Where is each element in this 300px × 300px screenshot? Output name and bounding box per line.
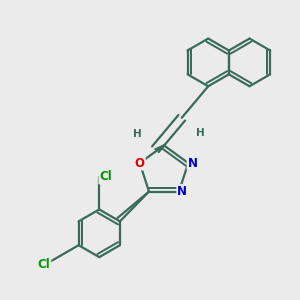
Text: O: O	[135, 157, 145, 169]
Text: H: H	[196, 128, 204, 138]
Text: Cl: Cl	[99, 170, 112, 184]
Text: N: N	[177, 185, 187, 198]
Text: N: N	[188, 157, 198, 169]
Text: H: H	[133, 129, 142, 139]
Text: Cl: Cl	[38, 258, 50, 271]
